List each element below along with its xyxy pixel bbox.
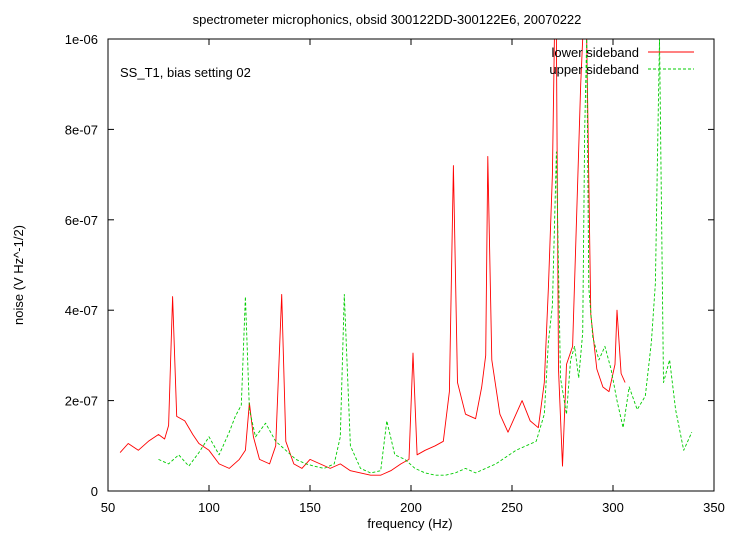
plot-frame [107,38,715,492]
x-tick-label: 150 [299,500,321,515]
series-line [158,38,693,476]
y-tick-label: 4e-07 [65,303,98,318]
series-lines [119,38,693,476]
x-axis-label: frequency (Hz) [367,516,452,531]
legend-label: upper sideband [549,62,639,77]
series-line [119,38,626,476]
y-tick-label: 2e-07 [65,394,98,409]
x-tick-label: 250 [501,500,523,515]
x-tick-label: 300 [602,500,624,515]
axis-ticks: 50 100 150 200 250 300 350 0 2e-07 4e-07 6e-07 8e-0… [65,32,725,515]
legend-label: lower sideband [552,45,639,60]
chart-annotation: SS_T1, bias setting 02 [120,65,251,80]
y-tick-label: 8e-07 [65,122,98,137]
x-tick-label: 350 [703,500,725,515]
y-tick-label: 0 [91,484,98,499]
y-tick-label: 1e-06 [65,32,98,47]
chart-title: spectrometer microphonics, obsid 300122D… [193,12,582,27]
x-tick-label: 100 [198,500,220,515]
y-tick-label: 6e-07 [65,213,98,228]
legend: lower sideband upper sideband [549,45,694,77]
x-tick-label: 50 [101,500,115,515]
x-tick-label: 200 [400,500,422,515]
y-axis-label: noise (V Hz^-1/2) [11,225,26,325]
